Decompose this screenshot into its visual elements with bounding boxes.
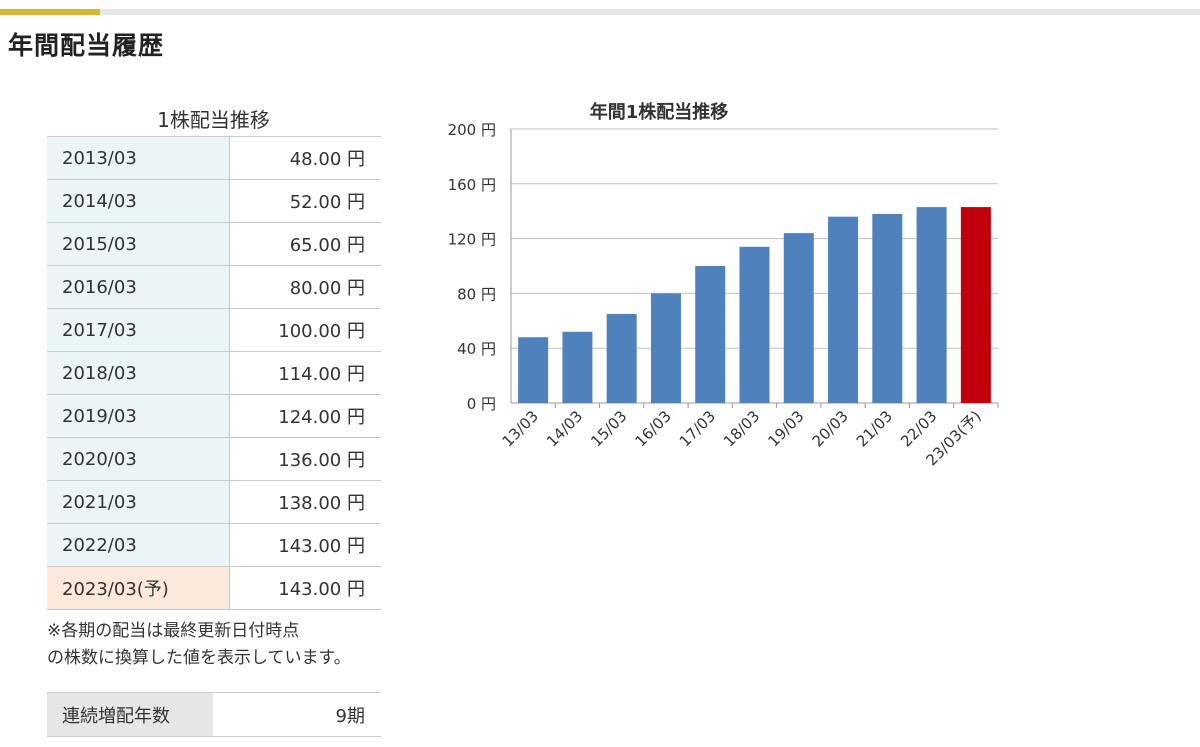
dividend-row-year: 2020/03 <box>47 437 230 481</box>
bar <box>739 246 770 403</box>
x-tick-label: 13/03 <box>499 407 542 450</box>
dividend-row: 2019/03 124.00 円 <box>47 394 381 438</box>
y-tick-label: 160 円 <box>448 176 496 194</box>
bar <box>960 207 991 403</box>
x-tick-label: 20/03 <box>809 407 852 450</box>
dividend-note-line2: の株数に換算した値を表示しています。 <box>47 648 351 668</box>
dividend-row-year: 2014/03 <box>47 179 230 223</box>
dividend-row-year: 2021/03 <box>47 480 230 524</box>
dividend-row-year: 2022/03 <box>47 523 230 567</box>
x-tick-label: 19/03 <box>764 407 807 450</box>
dividend-table: 2013/03 48.00 円 2014/03 52.00 円 2015/03 65.00… <box>47 136 381 610</box>
dividend-row-year: 2019/03 <box>47 394 230 438</box>
bar <box>518 337 549 403</box>
dividend-row-year: 2017/03 <box>47 308 230 352</box>
dividend-row-amount: 143.00 円 <box>229 523 381 567</box>
dividend-row: 2020/03 136.00 円 <box>47 437 381 481</box>
chart-title: 年間1株配当推移 <box>590 101 729 123</box>
streak-row: 連続増配年数 9期 <box>47 692 381 737</box>
top-divider <box>0 9 1200 15</box>
dividend-note: ※各期の配当は最終更新日付時点 の株数に換算した値を表示しています。 <box>47 618 351 672</box>
dividend-row-amount: 100.00 円 <box>229 308 381 352</box>
dividend-row: 2022/03 143.00 円 <box>47 523 381 567</box>
bar <box>828 216 859 403</box>
dividend-row-amount: 114.00 円 <box>229 351 381 395</box>
dividend-row-amount: 48.00 円 <box>229 136 381 180</box>
dividend-row-amount: 124.00 円 <box>229 394 381 438</box>
dividend-row-amount: 80.00 円 <box>229 265 381 309</box>
dividend-bar-chart: 年間1株配当推移 0 円 40 円 80 円 120 円 160 円 200 円 13/03… <box>448 101 999 469</box>
dividend-row-amount: 52.00 円 <box>229 179 381 223</box>
dividend-row: 2015/03 65.00 円 <box>47 222 381 266</box>
y-tick-label: 200 円 <box>448 121 496 139</box>
x-tick-label: 18/03 <box>720 407 763 450</box>
y-tick-label: 40 円 <box>457 340 496 358</box>
dividend-row-amount: 136.00 円 <box>229 437 381 481</box>
x-tick-label: 21/03 <box>853 407 896 450</box>
bar <box>695 266 726 403</box>
streak-table: 連続増配年数 9期 <box>47 692 381 737</box>
streak-value: 9期 <box>213 692 381 737</box>
dividend-table-caption: 1株配当推移 <box>157 108 270 132</box>
y-tick-label: 120 円 <box>448 231 496 249</box>
x-tick-label: 16/03 <box>631 407 674 450</box>
x-tick-label: 17/03 <box>676 407 719 450</box>
x-tick-label: 15/03 <box>587 407 630 450</box>
bar <box>916 207 947 403</box>
bar <box>650 293 681 403</box>
dividend-row: 2013/03 48.00 円 <box>47 136 381 180</box>
dividend-row-year: 2018/03 <box>47 351 230 395</box>
dividend-row: 2014/03 52.00 円 <box>47 179 381 223</box>
dividend-row: 2023/03(予) 143.00 円 <box>47 566 381 610</box>
dividend-note-line1: ※各期の配当は最終更新日付時点 <box>47 621 300 641</box>
bar <box>872 213 903 403</box>
x-tick-label: 14/03 <box>543 407 586 450</box>
y-tick-label: 0 円 <box>467 395 496 413</box>
dividend-row: 2018/03 114.00 円 <box>47 351 381 395</box>
y-tick-label: 80 円 <box>457 285 496 303</box>
dividend-row-amount: 65.00 円 <box>229 222 381 266</box>
top-divider-accent <box>0 9 100 15</box>
dividend-row-year: 2023/03(予) <box>47 566 230 610</box>
dividend-row: 2021/03 138.00 円 <box>47 480 381 524</box>
dividend-row-year: 2013/03 <box>47 136 230 180</box>
dividend-row: 2017/03 100.00 円 <box>47 308 381 352</box>
dividend-row-amount: 143.00 円 <box>229 566 381 610</box>
dividend-row-year: 2016/03 <box>47 265 230 309</box>
bar <box>606 313 637 403</box>
dividend-row-year: 2015/03 <box>47 222 230 266</box>
page-title: 年間配当履歴 <box>8 31 165 60</box>
dividend-row-amount: 138.00 円 <box>229 480 381 524</box>
bar <box>783 233 814 403</box>
bar <box>562 331 593 403</box>
streak-label: 連続増配年数 <box>47 692 213 737</box>
dividend-row: 2016/03 80.00 円 <box>47 265 381 309</box>
